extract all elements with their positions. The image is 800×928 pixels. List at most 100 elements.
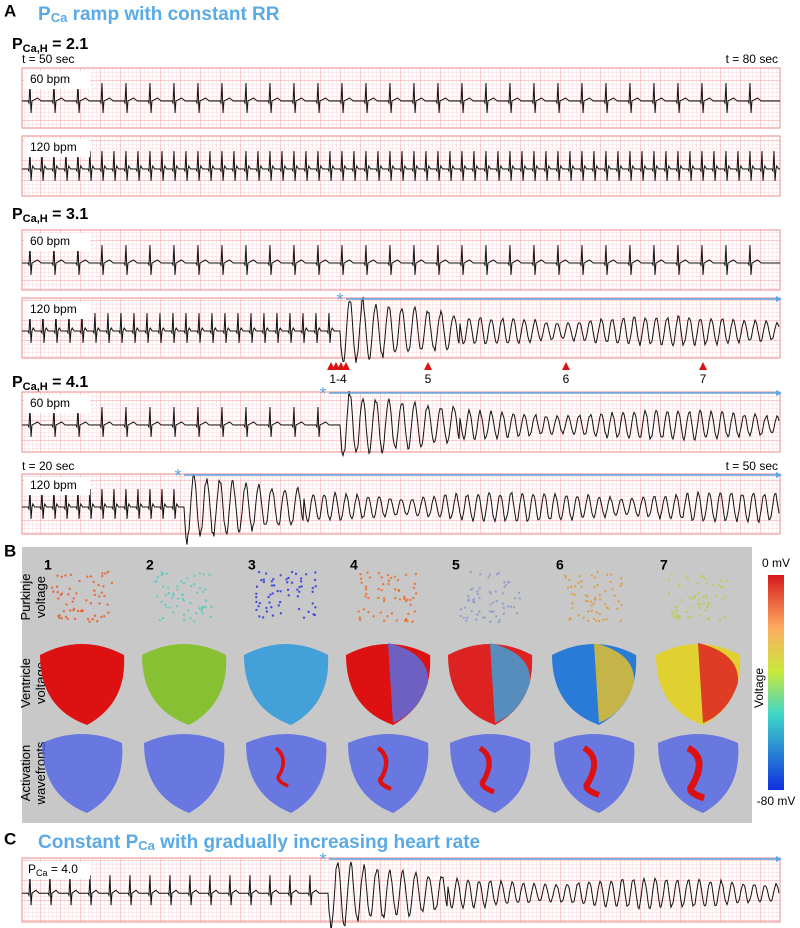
purkinje-dot — [573, 585, 577, 588]
purkinje-dot — [107, 611, 110, 614]
column-number: 3 — [248, 557, 256, 573]
parameter-label: PCa,H = 3.1 — [12, 206, 88, 225]
purkinje-dot — [89, 602, 93, 605]
row-label: Ventriclevoltage — [18, 658, 48, 708]
purkinje-dot — [201, 612, 204, 615]
purkinje-dot — [364, 585, 368, 588]
purkinje-dot — [383, 619, 386, 623]
purkinje-dot — [490, 610, 493, 613]
purkinje-dot — [257, 570, 261, 574]
purkinje-dot — [586, 600, 589, 603]
purkinje-dot — [472, 598, 475, 602]
purkinje-dot — [198, 572, 202, 575]
purkinje-dot — [258, 601, 262, 605]
purkinje-dot — [386, 615, 389, 618]
purkinje-dot — [298, 585, 301, 589]
purkinje-dot — [469, 570, 472, 574]
ecg-trace — [22, 296, 780, 363]
purkinje-dot — [611, 587, 614, 591]
purkinje-dot — [590, 574, 593, 577]
purkinje-dot — [577, 581, 580, 584]
purkinje-dot — [182, 581, 186, 585]
purkinje-dot — [470, 609, 473, 613]
purkinje-dot — [577, 613, 580, 617]
ecg-grid — [21, 857, 781, 923]
purkinje-dot — [704, 594, 707, 597]
purkinje-dot — [160, 600, 163, 604]
purkinje-dot — [592, 617, 596, 620]
strip-label-bg — [24, 861, 90, 879]
purkinje-dot — [196, 591, 199, 594]
purkinje-dot — [198, 607, 201, 610]
purkinje-dot — [495, 615, 498, 618]
purkinje-dot — [161, 572, 165, 575]
event-marker — [562, 362, 570, 370]
purkinje-dot — [719, 579, 722, 582]
purkinje-dot — [517, 591, 521, 595]
purkinje-dot — [489, 592, 493, 595]
purkinje-dot — [156, 576, 159, 579]
purkinje-dot — [358, 616, 361, 619]
purkinje-dot — [278, 600, 282, 604]
purkinje-dot — [395, 619, 399, 622]
purkinje-dot — [262, 580, 266, 584]
row-label-line: Activation — [18, 745, 33, 801]
ventricle — [40, 644, 125, 725]
purkinje-dot — [677, 618, 681, 621]
purkinje-dot — [201, 590, 205, 594]
purkinje-dot — [365, 592, 368, 596]
purkinje-dot — [209, 615, 213, 618]
purkinje-dot — [619, 577, 623, 580]
marker-label: 7 — [700, 372, 707, 386]
purkinje-dot — [358, 618, 362, 622]
ecg-trace — [22, 150, 780, 182]
purkinje-dot — [268, 601, 271, 604]
purkinje-dot — [379, 611, 382, 614]
purkinje-dot — [503, 585, 506, 588]
panel-title: Constant PCa with gradually increasing h… — [38, 832, 480, 853]
purkinje-dot — [59, 593, 63, 597]
purkinje-dot — [396, 578, 400, 582]
purkinje-dot — [564, 576, 568, 579]
purkinje-dot — [313, 578, 317, 582]
time-label: t = 80 sec — [726, 52, 778, 66]
purkinje-dot — [592, 602, 596, 605]
purkinje-dot — [367, 610, 370, 614]
param-sub: Ca — [36, 868, 48, 878]
panel-label: C — [4, 829, 16, 848]
strip-label: 60 bpm — [30, 72, 70, 86]
purkinje-dot — [690, 615, 693, 618]
ventricle-region — [388, 643, 429, 723]
purkinje-dot — [503, 581, 506, 584]
purkinje-dot — [715, 594, 718, 598]
purkinje-dot — [397, 589, 401, 593]
purkinje-dot — [478, 587, 481, 590]
purkinje-dot — [104, 572, 107, 575]
purkinje-dot — [701, 595, 705, 599]
purkinje-dot — [359, 572, 362, 576]
purkinje-dot — [613, 594, 616, 597]
onset-marker: * — [319, 384, 326, 404]
purkinje-dot — [568, 618, 571, 621]
purkinje-dot — [72, 597, 76, 600]
purkinje-dot — [72, 607, 76, 610]
purkinje-dot — [571, 602, 574, 605]
purkinje-dot — [69, 609, 72, 612]
ecg-trace — [22, 390, 780, 458]
colorbar-max: 0 mV — [762, 556, 790, 570]
purkinje-dot — [387, 582, 390, 586]
ecg-grid — [21, 473, 781, 535]
event-marker — [342, 362, 350, 370]
purkinje-dot — [571, 606, 574, 610]
purkinje-dot — [57, 597, 60, 600]
purkinje-dot — [620, 582, 624, 586]
purkinje-dot — [620, 603, 623, 607]
purkinje-dot — [287, 576, 290, 580]
purkinje-dot — [270, 580, 274, 583]
purkinje-dot — [200, 607, 204, 611]
purkinje-dot — [307, 610, 310, 614]
purkinje-dot — [372, 615, 375, 618]
purkinje-dot — [404, 618, 408, 622]
purkinje-dot — [602, 618, 605, 621]
purkinje-dot — [377, 596, 380, 600]
